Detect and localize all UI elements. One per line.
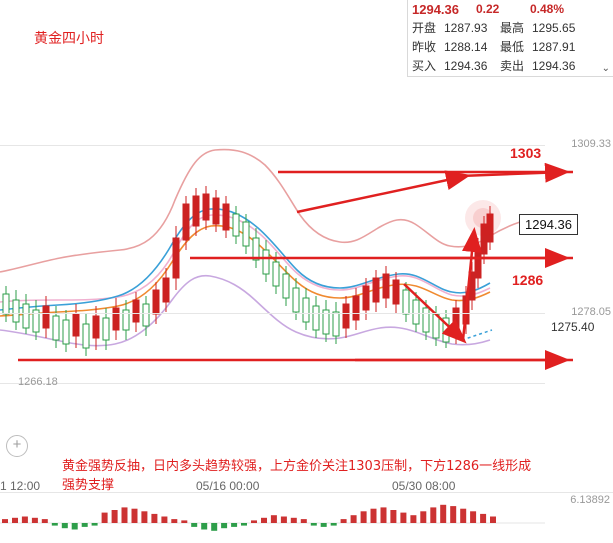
axis-label-1309: 1309.33 — [571, 138, 611, 150]
axis-label-1278: 1278.05 — [571, 306, 611, 318]
time-label-2: 05/16 00:00 — [196, 479, 260, 493]
gridline-1309 — [0, 145, 545, 146]
macd-histogram — [0, 504, 545, 531]
price-chart[interactable]: 1309.33 1278.05 1266.18 黄金四小时 1303 1286 … — [0, 0, 613, 430]
quote-bid-value: 1294.36 — [444, 58, 488, 73]
support-label: 1286 — [512, 272, 544, 288]
macd-value-label: 6.13892 — [570, 494, 610, 506]
quote-high-label: 最高 — [500, 21, 525, 35]
macd-panel: 6.13892 — [0, 492, 613, 543]
quote-change: 0.22 — [476, 2, 500, 16]
quote-high-value: 1295.65 — [532, 20, 576, 35]
chart-title: 黄金四小时 — [34, 31, 104, 47]
quote-prevclose-label: 昨收 — [412, 40, 437, 54]
quote-change-pct: 0.48% — [530, 2, 565, 16]
candlestick-svg — [0, 148, 573, 370]
zoom-in-button[interactable]: + — [6, 435, 28, 457]
quote-row-bidask: 买入 1294.36 卖出 1294.36 — [408, 56, 613, 75]
quote-row-open: 开盘 1287.93 最高 1295.65 — [408, 18, 613, 37]
resistance-label: 1303 — [510, 145, 542, 161]
quote-open-value: 1287.93 — [444, 20, 488, 35]
analysis-note: 黄金强势反抽，日内多头趋势较强，上方金价关注1303压制，下方1286一线形成强… — [62, 459, 532, 493]
quote-panel[interactable]: 1294.36 0.22 0.48% 开盘 1287.93 最高 1295.65… — [407, 0, 613, 77]
axis-label-1266: 1266.18 — [18, 376, 58, 388]
quote-last: 1294.36 — [412, 1, 459, 17]
quote-bid-label: 买入 — [412, 59, 437, 73]
quote-open-label: 开盘 — [412, 21, 437, 35]
low-price-tag: 1275.40 — [551, 320, 595, 334]
gridline-1278 — [0, 313, 545, 314]
quote-ask-label: 卖出 — [500, 59, 525, 73]
quote-row-prevclose: 昨收 1288.14 最低 1287.91 — [408, 37, 613, 56]
time-label-3: 05/30 08:00 — [392, 479, 456, 493]
quote-low-value: 1287.91 — [532, 39, 576, 54]
quote-low-label: 最低 — [500, 40, 525, 54]
quote-ask-value: 1294.36 — [532, 58, 576, 73]
gridline-1266 — [0, 383, 545, 384]
time-label-1: 1 12:00 — [0, 479, 41, 493]
quote-prevclose-value: 1288.14 — [444, 39, 488, 54]
chevron-down-icon[interactable]: ⌄ — [601, 63, 610, 74]
quote-header-row: 1294.36 0.22 0.48% — [408, 0, 613, 18]
last-price-tag: 1294.36 — [519, 214, 578, 235]
